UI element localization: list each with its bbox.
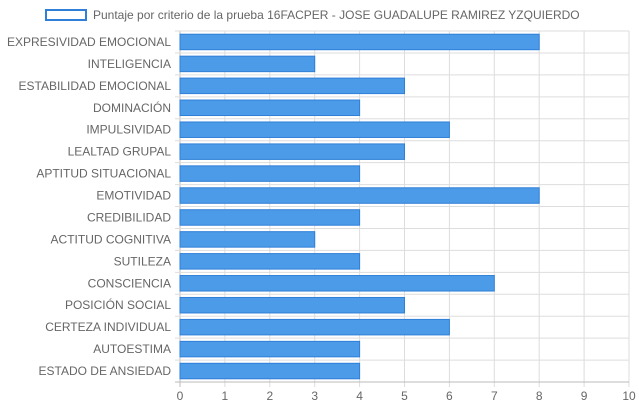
- bar[interactable]: [179, 209, 361, 226]
- category-label: APTITUD SITUACIONAL: [36, 167, 171, 181]
- category-label: LEALTAD GRUPAL: [68, 145, 172, 159]
- bar[interactable]: [179, 77, 405, 95]
- x-tick-label: 10: [622, 389, 636, 403]
- bar[interactable]: [179, 99, 361, 117]
- category-label: ESTADO DE ANSIEDAD: [39, 364, 172, 378]
- legend-swatch: [45, 9, 87, 21]
- bar[interactable]: [179, 340, 361, 358]
- category-label: ACTITUD COGNITIVA: [51, 232, 171, 246]
- bar[interactable]: [179, 318, 450, 336]
- x-tick-label: 7: [491, 389, 498, 403]
- category-label: INTELIGENCIA: [88, 57, 171, 71]
- x-tick-label: 4: [356, 389, 363, 403]
- x-tick-label: 5: [401, 389, 408, 403]
- x-tick-label: 3: [311, 389, 318, 403]
- bar[interactable]: [179, 165, 361, 182]
- category-label: DOMINACIÓN: [93, 100, 171, 115]
- bar[interactable]: [179, 296, 405, 314]
- category-label: CREDIBILIDAD: [87, 210, 171, 224]
- bar[interactable]: [179, 121, 450, 138]
- bar[interactable]: [179, 253, 361, 270]
- bar[interactable]: [179, 362, 361, 380]
- category-label: POSICIÓN SOCIAL: [65, 297, 171, 312]
- category-label: EMOTIVIDAD: [96, 189, 171, 203]
- bar[interactable]: [179, 187, 540, 204]
- category-label: IMPULSIVIDAD: [86, 123, 171, 137]
- x-tick-label: 8: [536, 389, 543, 403]
- x-tick-label: 2: [266, 389, 273, 403]
- bar[interactable]: [179, 33, 540, 51]
- category-label: CONSCIENCIA: [88, 276, 171, 290]
- bar[interactable]: [179, 231, 316, 248]
- category-label: ESTABILIDAD EMOCIONAL: [19, 79, 172, 93]
- legend-label: Puntaje por criterio de la prueba 16FACP…: [93, 8, 580, 22]
- bar[interactable]: [179, 55, 316, 73]
- category-label: SUTILEZA: [114, 254, 171, 268]
- x-tick-label: 9: [581, 389, 588, 403]
- category-label: AUTOESTIMA: [93, 342, 171, 356]
- x-tick-label: 6: [446, 389, 453, 403]
- bar[interactable]: [179, 275, 495, 292]
- bar[interactable]: [179, 143, 405, 160]
- chart-legend[interactable]: Puntaje por criterio de la prueba 16FACP…: [45, 7, 580, 23]
- x-tick-label: 0: [177, 389, 184, 403]
- category-label: CERTEZA INDIVIDUAL: [45, 320, 171, 334]
- category-label: EXPRESIVIDAD EMOCIONAL: [7, 35, 171, 49]
- x-tick-label: 1: [222, 389, 229, 403]
